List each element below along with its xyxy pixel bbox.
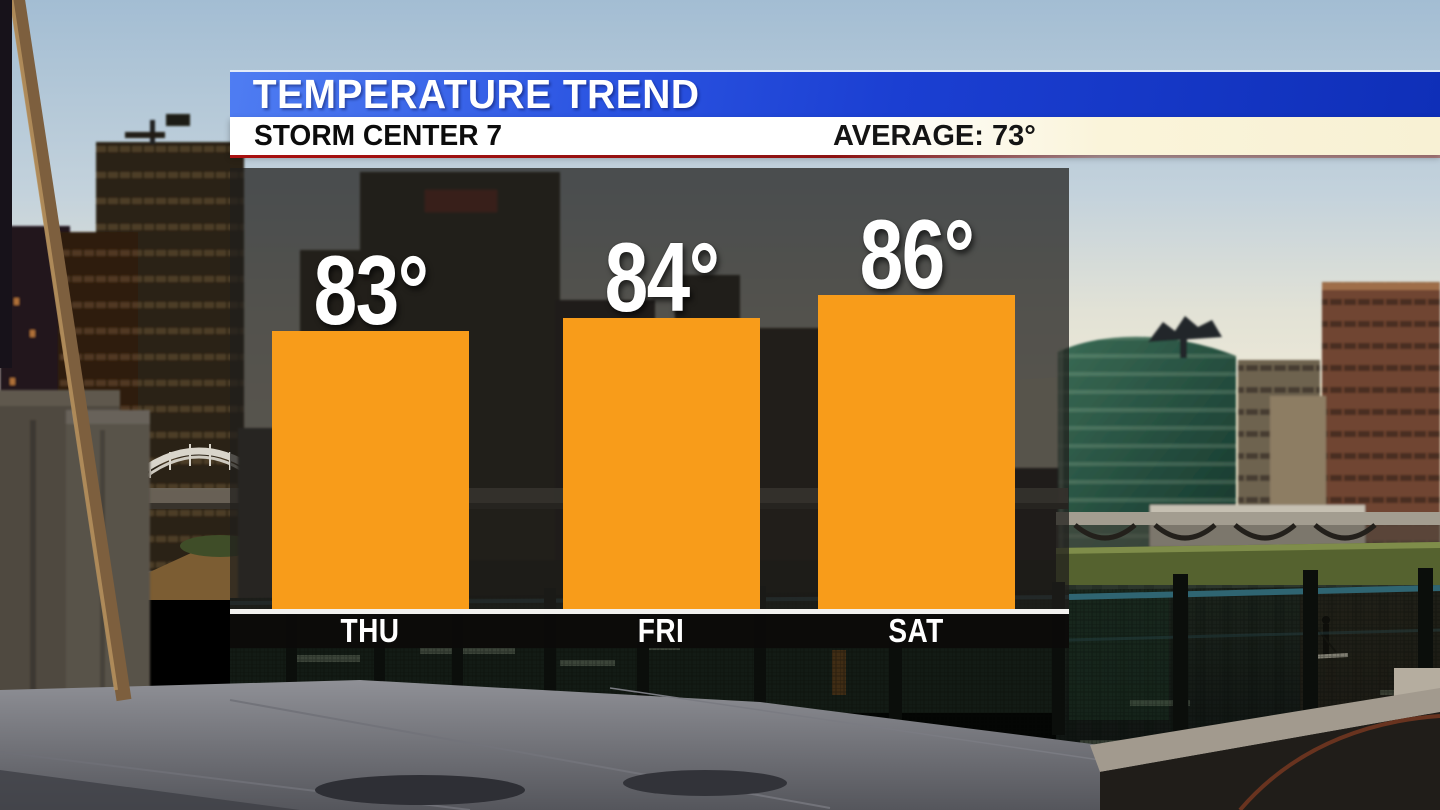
- chart-panel: 83° 84° 86° THU FRI SAT: [230, 168, 1069, 648]
- chart-baseline: [230, 609, 1069, 614]
- temp-label-fri: 84°: [604, 222, 720, 332]
- bar-sat: [818, 295, 1015, 609]
- day-label-thu: THU: [340, 612, 400, 649]
- subtitle-bar: STORM CENTER 7 AVERAGE: 73°: [230, 117, 1440, 155]
- average-label: AVERAGE: 73°: [833, 120, 1036, 152]
- source-label: STORM CENTER 7: [254, 120, 503, 152]
- title-bar: TEMPERATURE TREND: [230, 70, 1440, 117]
- red-accent-line: [230, 155, 1440, 158]
- bar-fri: [563, 318, 760, 609]
- page-title: TEMPERATURE TREND: [252, 71, 700, 117]
- day-label-fri: FRI: [637, 612, 685, 649]
- bar-thu: [272, 331, 469, 609]
- day-label-sat: SAT: [888, 612, 944, 649]
- temp-label-sat: 86°: [859, 199, 975, 309]
- temp-label-thu: 83°: [313, 235, 429, 345]
- day-axis: THU FRI SAT: [230, 614, 1069, 648]
